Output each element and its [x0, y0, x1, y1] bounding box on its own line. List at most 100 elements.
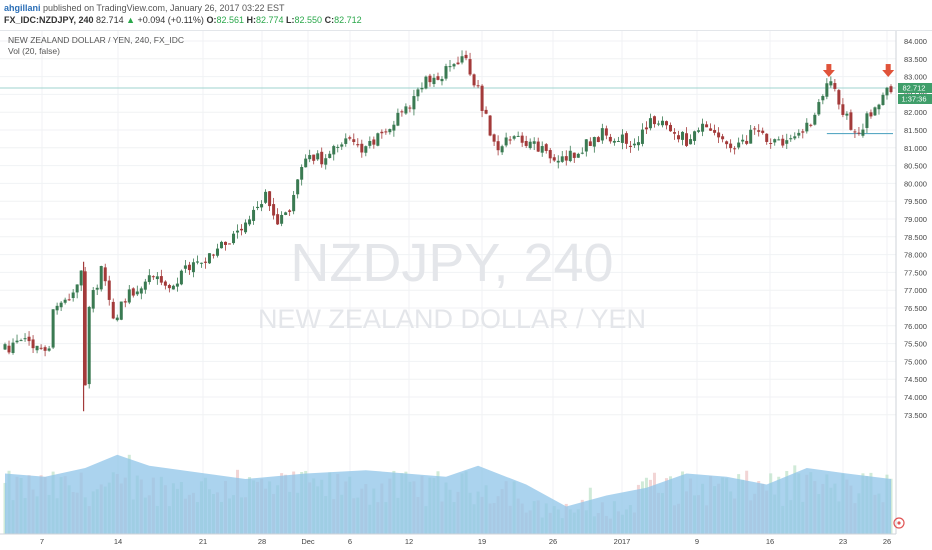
candle — [524, 135, 528, 148]
candle — [889, 84, 893, 94]
candle — [276, 208, 280, 226]
down-arrow-icon[interactable] — [882, 64, 895, 78]
candle — [392, 120, 396, 137]
candle — [340, 142, 344, 150]
candle — [508, 135, 512, 145]
candle — [75, 284, 79, 299]
candle — [532, 137, 536, 151]
x-tick-label: Dec — [301, 537, 315, 546]
candle — [725, 140, 729, 149]
x-tick-label: 2017 — [614, 537, 631, 546]
candle — [612, 138, 616, 146]
arrows[interactable] — [822, 64, 895, 78]
candle — [865, 111, 869, 134]
candle — [576, 152, 580, 158]
down-arrow-icon[interactable] — [822, 64, 835, 78]
watermark-name: NEW ZEALAND DOLLAR / YEN — [258, 304, 646, 334]
legend-volume[interactable]: Vol (20, false) — [8, 46, 60, 56]
candle — [59, 301, 63, 312]
candle — [773, 138, 777, 146]
candle — [292, 190, 296, 215]
candle — [167, 283, 171, 293]
candle — [191, 258, 195, 278]
candle — [3, 342, 7, 351]
alert-icon[interactable] — [893, 517, 905, 529]
symbol-label: FX_IDC:NZDJPY, 240 — [4, 15, 94, 25]
candle — [296, 179, 300, 199]
candle — [745, 135, 749, 146]
candle — [660, 116, 664, 128]
grid — [0, 31, 896, 534]
candle — [492, 133, 496, 146]
candle — [51, 309, 55, 349]
x-tick-label: 12 — [405, 537, 413, 546]
price-change: +0.094 (+0.11%) — [137, 15, 204, 25]
candle — [19, 338, 23, 342]
candle — [721, 133, 725, 143]
candle — [580, 147, 584, 155]
candle — [520, 132, 524, 147]
candle — [464, 50, 468, 61]
candle — [496, 135, 500, 156]
candle — [705, 121, 709, 128]
price-chart[interactable]: NZDJPY, 240 NEW ZEALAND DOLLAR / YEN 84.… — [0, 31, 932, 550]
candle — [103, 263, 107, 286]
candle — [689, 134, 693, 145]
candle — [95, 284, 99, 296]
candle — [284, 211, 288, 216]
candle — [268, 190, 272, 211]
candle — [733, 146, 737, 155]
price-tag-value: 82.712 — [903, 83, 926, 92]
candle — [472, 73, 476, 88]
candle — [99, 265, 103, 292]
candle — [352, 133, 356, 146]
candle — [332, 144, 336, 161]
candle — [697, 127, 701, 134]
y-tick-label: 84.000 — [904, 37, 927, 46]
candle — [424, 75, 428, 90]
x-tick-label: 7 — [40, 537, 44, 546]
candle — [288, 209, 292, 216]
candle — [163, 280, 167, 290]
candle — [648, 113, 652, 131]
candle — [668, 122, 673, 132]
price-axis[interactable] — [896, 31, 932, 550]
author-link[interactable]: ahgillani — [4, 3, 41, 13]
candle — [300, 164, 304, 186]
candle — [436, 72, 440, 81]
price-tag: 82.712 1:37:36 — [898, 82, 932, 104]
y-tick-label: 78.500 — [904, 233, 927, 242]
candle — [23, 333, 27, 342]
candle — [693, 130, 697, 145]
candle — [195, 255, 199, 265]
candle — [817, 99, 821, 116]
candle — [528, 138, 532, 150]
candle — [584, 139, 588, 157]
candle — [572, 152, 576, 163]
candle — [219, 240, 223, 249]
candle — [215, 243, 219, 258]
candle — [484, 106, 488, 115]
candles — [3, 50, 893, 412]
candle — [316, 150, 320, 161]
candle — [801, 128, 805, 139]
candle — [372, 136, 376, 149]
candle — [877, 103, 881, 115]
candle — [380, 129, 384, 139]
candle — [432, 73, 436, 88]
candle — [31, 335, 35, 354]
candle — [741, 134, 745, 145]
candle — [757, 124, 761, 137]
candle — [793, 132, 797, 141]
candle — [853, 128, 857, 138]
published-text: published on TradingView.com, January 26… — [43, 3, 285, 13]
legend-title: NEW ZEALAND DOLLAR / YEN, 240, FX_IDC — [8, 35, 185, 45]
candle — [833, 79, 837, 92]
x-tick-label: 28 — [258, 537, 266, 546]
candle — [644, 121, 648, 134]
candle — [171, 284, 175, 290]
candle — [151, 275, 155, 280]
candle — [488, 115, 492, 137]
candle — [885, 86, 889, 100]
open-label: O: — [206, 15, 217, 25]
